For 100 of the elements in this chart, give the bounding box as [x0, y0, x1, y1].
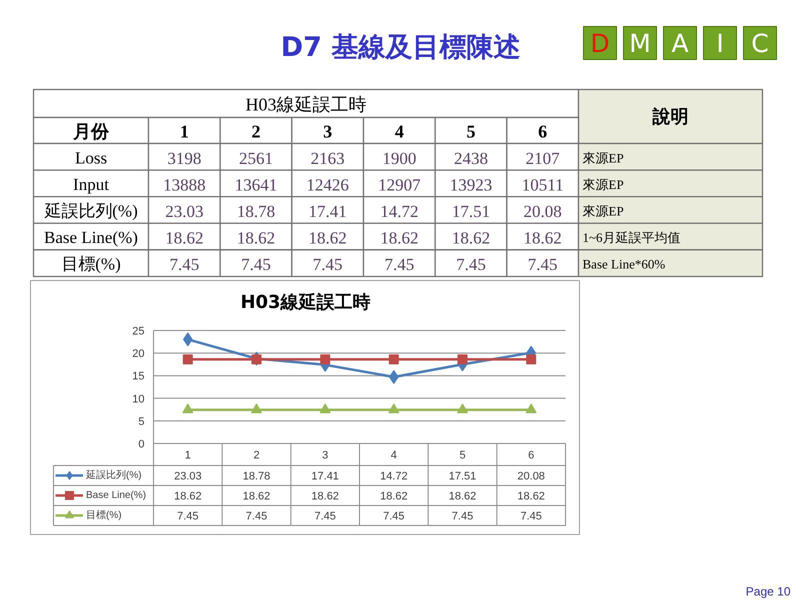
data-label: 18.62: [448, 490, 476, 502]
data-label: 13641: [234, 175, 278, 194]
data-label: 3198: [167, 148, 202, 168]
y-tick-label: Input: [73, 174, 110, 194]
category-label: M: [629, 29, 651, 58]
y-tick-label: 0: [138, 438, 145, 450]
data-label: 23.03: [165, 202, 204, 221]
data-label: 7.45: [456, 255, 486, 274]
y2-tick-label: 來源EP: [582, 150, 624, 166]
data-label: 2438: [454, 148, 488, 168]
data-label: 18.78: [236, 202, 276, 221]
x-tick-label: 5: [459, 450, 466, 462]
x-axis-title: 月份: [72, 122, 110, 142]
category-label: D: [590, 29, 610, 58]
x-tick-label: 1: [180, 122, 189, 142]
data-label: 13923: [450, 175, 492, 194]
x-tick-label: 6: [528, 450, 534, 462]
y2-tick-label: 來源EP: [582, 176, 624, 192]
data-label: 18.62: [524, 228, 562, 248]
point: [182, 404, 194, 414]
y-tick-label: 10: [132, 393, 145, 406]
data-label: 2163: [310, 148, 345, 168]
x-tick-label: 5: [466, 122, 476, 142]
data-label: 14.72: [380, 470, 408, 482]
data-label: 17.51: [452, 202, 490, 221]
x-tick-label: 1: [184, 450, 191, 462]
y2-tick-label: 1~6月延誤平均值: [582, 230, 681, 246]
y-tick-label: 目標(%): [61, 254, 121, 274]
data-label: 12907: [378, 175, 422, 194]
text: D7 基線及目標陳述: [280, 32, 520, 63]
data-label: 18.62: [380, 490, 408, 502]
data-label: 20.08: [517, 470, 545, 482]
data-label: 18.62: [311, 490, 339, 502]
data-label: 7.45: [528, 255, 558, 274]
y-tick-label: Base Line(%): [44, 228, 138, 248]
y2-axis-title: 說明: [652, 106, 688, 126]
text: Page 10: [746, 584, 791, 598]
point: [458, 354, 468, 364]
data-label: 18.62: [165, 228, 204, 248]
legend-label: 目標(%): [86, 508, 122, 523]
data-label: 18.62: [236, 228, 276, 248]
point: [526, 404, 537, 414]
data-label: 2107: [526, 148, 560, 168]
data-label: 18.62: [242, 490, 270, 502]
x-tick-label: 3: [322, 450, 328, 462]
y-tick-label: 20: [132, 348, 145, 360]
data-label: 7.45: [169, 255, 200, 274]
point: [526, 354, 536, 364]
data-label: 18.62: [308, 228, 347, 248]
y-tick-label: 25: [132, 326, 145, 338]
point: [252, 354, 262, 364]
x-tick-label: 6: [538, 122, 548, 142]
data-label: 18.62: [452, 228, 490, 248]
chart-title: H03線延誤工時: [240, 292, 371, 313]
data-label: 7.45: [520, 510, 542, 522]
category-label: A: [671, 29, 689, 58]
data-label: 18.62: [380, 228, 418, 248]
data-label: 14.72: [380, 202, 418, 221]
point: [182, 354, 193, 364]
data-label: 20.08: [524, 202, 562, 221]
x-tick-label: 3: [323, 122, 332, 142]
data-label: 12426: [306, 175, 349, 194]
data-label: 7.45: [452, 510, 474, 522]
data-label: 18.62: [517, 490, 545, 502]
x-tick-label: 4: [390, 450, 397, 462]
data-label: 7.45: [246, 510, 268, 522]
point: [251, 404, 262, 414]
data-label: 7.45: [241, 255, 271, 274]
data-label: 7.45: [384, 255, 414, 274]
data-label: 2561: [239, 148, 273, 168]
data-label: 7.45: [383, 510, 405, 522]
data-label: 7.45: [314, 510, 336, 522]
y-tick-label: Loss: [74, 148, 108, 168]
data-label: 18.62: [174, 490, 202, 502]
data-label: 1900: [382, 148, 416, 168]
data-label: 18.78: [242, 470, 270, 482]
y-tick-label: 5: [138, 416, 145, 428]
category-label: C: [751, 29, 769, 58]
chart-title: H03線延誤工時: [246, 94, 366, 114]
point: [457, 404, 468, 414]
x-tick-label: 2: [253, 450, 260, 462]
x-tick-label: 4: [394, 122, 404, 142]
data-label: 7.45: [312, 255, 343, 274]
data-label: 13888: [163, 175, 206, 194]
y-tick-label: 15: [132, 370, 145, 383]
data-label: 7.45: [177, 510, 199, 522]
data-label: 17.41: [308, 202, 347, 221]
category-label: I: [716, 29, 724, 58]
data-label: 17.51: [448, 470, 476, 482]
point: [320, 354, 330, 364]
data-label: 17.41: [311, 470, 339, 482]
data-label: 10511: [522, 175, 564, 194]
y-tick-label: 延誤比列(%): [43, 202, 138, 220]
x-tick-label: 2: [252, 122, 260, 142]
point: [320, 404, 331, 414]
point: [388, 404, 400, 414]
y2-tick-label: 來源EP: [582, 204, 624, 218]
y2-tick-label: Base Line*60%: [582, 256, 666, 272]
data-label: 23.03: [174, 470, 202, 482]
point: [388, 354, 399, 364]
